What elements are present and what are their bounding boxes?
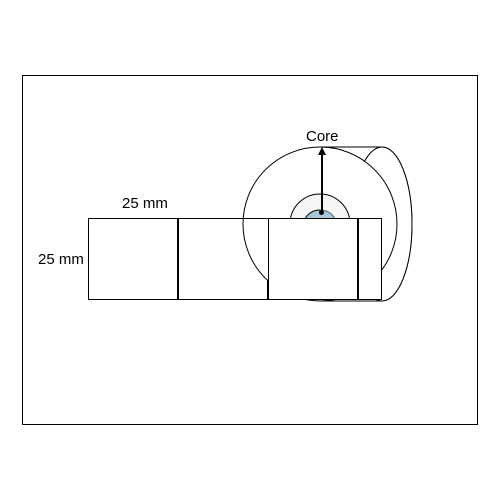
width-dimension-label: 25 mm: [122, 195, 168, 212]
height-dimension-label: 25 mm: [38, 251, 84, 268]
label-cell-1: [88, 218, 178, 300]
core-label: Core: [306, 128, 339, 145]
label-cell-3: [268, 218, 358, 300]
core-arrow-base-dot: [319, 210, 324, 215]
core-arrow-head: [318, 147, 326, 155]
core-arrow-line: [321, 153, 323, 211]
label-cell-4: [358, 218, 382, 300]
